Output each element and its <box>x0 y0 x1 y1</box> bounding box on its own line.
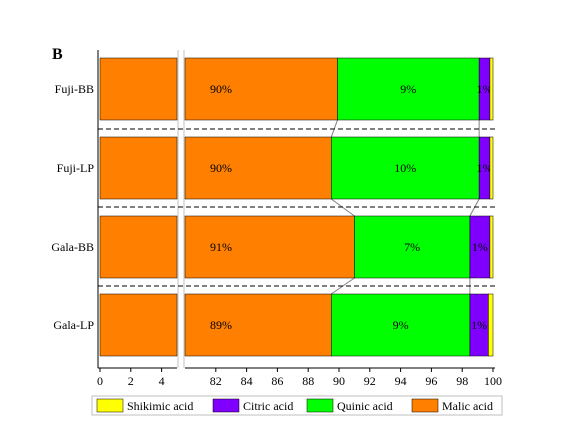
bar-segment <box>489 136 494 200</box>
legend-label: Shikimic acid <box>127 399 193 413</box>
x-tick-label: 90 <box>333 374 345 388</box>
x-tick-label: 88 <box>302 374 314 388</box>
axis-break-gap <box>178 50 184 368</box>
bar-segment <box>489 57 494 121</box>
data-label: 91% <box>210 240 232 254</box>
category-label: Fuji-LP <box>57 161 95 175</box>
x-tick-label: 94 <box>395 374 407 388</box>
data-label: 89% <box>210 318 232 332</box>
x-tick-label: 100 <box>484 374 502 388</box>
bar-segment <box>184 215 355 279</box>
bar-segment <box>99 293 178 357</box>
bar-segment <box>99 57 178 121</box>
bar-segment <box>331 293 471 357</box>
x-tick-label: 92 <box>364 374 376 388</box>
legend-swatch <box>411 398 439 413</box>
x-tick-label: 84 <box>241 374 253 388</box>
data-label: 90% <box>210 161 232 175</box>
data-label: 90% <box>210 82 232 96</box>
x-tick-label: 86 <box>271 374 283 388</box>
category-label: Gala-LP <box>53 318 94 332</box>
bar-segment <box>184 293 332 357</box>
panel-letter: B <box>52 46 63 63</box>
category-label: Gala-BB <box>51 240 94 254</box>
bar-segment <box>331 136 480 200</box>
category-label: Fuji-BB <box>55 82 94 96</box>
x-tick-label: 2 <box>128 374 134 388</box>
bar-segment <box>184 136 332 200</box>
x-tick-label: 0 <box>97 374 103 388</box>
legend-label: Quinic acid <box>337 399 393 413</box>
legend-swatch <box>212 398 240 413</box>
x-tick-label: 96 <box>425 374 437 388</box>
bar-segment <box>337 57 480 121</box>
data-label: 1% <box>477 82 493 96</box>
bar-segment <box>354 215 471 279</box>
legend-swatch <box>96 398 124 413</box>
x-tick-label: 82 <box>210 374 222 388</box>
bar-segment <box>184 57 338 121</box>
data-label: 1% <box>472 240 488 254</box>
legend-label: Citric acid <box>243 399 293 413</box>
data-label: 1% <box>471 318 487 332</box>
data-label: 9% <box>400 82 416 96</box>
data-label: 1% <box>477 161 493 175</box>
x-tick-label: 98 <box>456 374 468 388</box>
legend <box>91 395 503 416</box>
bar-segment <box>99 215 178 279</box>
bar-segment <box>488 293 494 357</box>
bar-segment <box>489 215 494 279</box>
data-label: 10% <box>394 161 416 175</box>
data-label: 9% <box>393 318 409 332</box>
data-label: 7% <box>404 240 420 254</box>
x-tick-label: 4 <box>159 374 165 388</box>
legend-swatch <box>306 398 334 413</box>
legend-label: Malic acid <box>442 399 493 413</box>
bar-segment <box>99 136 178 200</box>
